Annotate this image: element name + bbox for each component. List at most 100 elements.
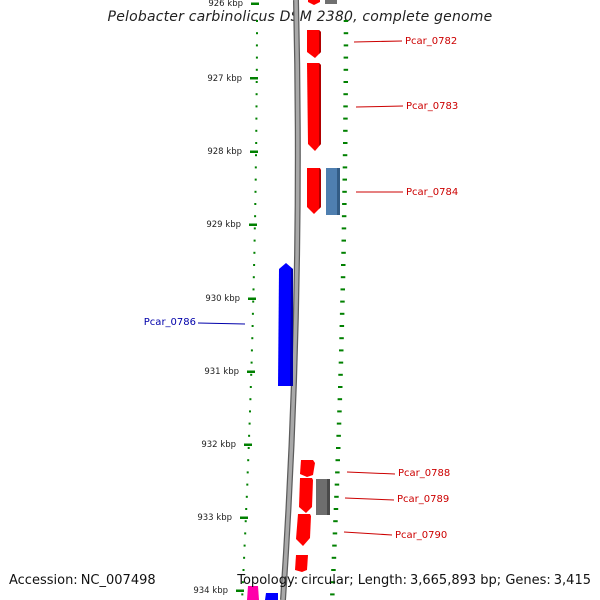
tick-926: 926 kbp <box>208 0 259 9</box>
gene-pcar-0784-shade <box>337 168 340 215</box>
guide-dash-l <box>254 190 257 193</box>
guide-dash-l <box>253 264 256 266</box>
tick-label-930: 930 kbp <box>205 294 240 304</box>
gene-pcar-0790[interactable] <box>296 514 311 546</box>
tick-label-932: 932 kbp <box>201 440 236 450</box>
gene-pcar-0783-shade <box>319 63 321 146</box>
gene-pcar-0782-shade <box>319 30 321 54</box>
callout-pcar-0786 <box>197 322 246 325</box>
guide-dash-l <box>256 32 258 35</box>
guide-dash-r <box>343 68 349 71</box>
gene-pcar-0789[interactable] <box>316 479 330 515</box>
callout-pcar-0789 <box>344 497 395 501</box>
gene-red-bottom[interactable] <box>295 555 308 572</box>
guide-dash-l <box>241 581 244 584</box>
guide-dash-r <box>340 300 345 303</box>
guide-dash-r <box>336 447 341 449</box>
gene-feature-grey-top[interactable] <box>325 0 337 4</box>
label-pcar-0790[interactable]: Pcar_0790 <box>395 530 447 541</box>
track-guides <box>241 20 349 596</box>
gene-blue-bottom[interactable] <box>265 593 278 600</box>
accession-value: NC_007498 <box>80 573 156 588</box>
gene-pcar-0784[interactable] <box>326 168 340 215</box>
guide-dash-r <box>341 264 346 266</box>
label-pcar-0789[interactable]: Pcar_0789 <box>397 494 449 505</box>
guide-dash-r <box>342 166 348 169</box>
guide-dash-l <box>253 239 256 242</box>
guide-dash-l <box>249 386 252 388</box>
length-value: 3,665,893 bp <box>409 573 497 588</box>
guide-dash-l <box>242 569 245 571</box>
guide-dash-l <box>247 459 250 462</box>
gene-pcar-0784-red[interactable] <box>307 168 321 214</box>
tick-label-927: 927 kbp <box>207 74 242 84</box>
callout-pcar-0782 <box>353 40 403 43</box>
guide-dash-r <box>335 471 340 474</box>
tick-932: 932 kbp <box>201 440 252 450</box>
guide-dash-r <box>338 386 343 388</box>
label-pcar-0782[interactable]: Pcar_0782 <box>405 36 457 47</box>
guide-dash-l <box>255 117 258 120</box>
label-pcar-0786[interactable]: Pcar_0786 <box>144 317 196 328</box>
tick-mark-932 <box>244 443 252 446</box>
tick-mark-930 <box>248 297 256 300</box>
guide-dash-l <box>247 447 250 449</box>
gene-pcar-0784-red-shade <box>319 168 321 209</box>
guide-dash-r <box>340 276 346 279</box>
gene-labels: Pcar_0782 Pcar_0783 Pcar_0784 Pcar_0786 … <box>144 36 458 541</box>
gene-pcar-0786[interactable] <box>278 263 293 386</box>
tick-mark-929 <box>249 223 257 226</box>
guide-dash-l <box>252 276 255 279</box>
guide-dash-r <box>341 215 347 218</box>
guide-dash-r <box>332 544 337 547</box>
guide-dash-l <box>251 337 254 340</box>
tick-mark-927 <box>250 77 258 80</box>
gene-red-0789-region[interactable] <box>299 478 313 513</box>
label-pcar-0784[interactable]: Pcar_0784 <box>406 187 458 198</box>
guide-dash-l <box>255 93 258 96</box>
tick-927: 927 kbp <box>207 74 258 84</box>
gene-feature-red-top[interactable] <box>308 0 320 5</box>
topology-label: Topology: <box>237 573 299 588</box>
guide-dash-r <box>334 483 340 486</box>
guide-dash-l <box>244 520 247 523</box>
gene-magenta-bottom[interactable] <box>247 586 259 600</box>
guide-dash-l <box>250 361 253 364</box>
guide-dash-l <box>254 166 257 169</box>
tick-mark-928 <box>250 150 258 153</box>
label-pcar-0783[interactable]: Pcar_0783 <box>406 101 458 112</box>
guide-dash-r <box>343 81 348 83</box>
guide-dash-l <box>256 20 258 22</box>
map-title: Pelobacter carbinolicus DSM 2380, comple… <box>107 9 493 25</box>
guide-dash-r <box>337 410 342 413</box>
guide-dash-l <box>244 532 247 535</box>
gene-pcar-0786-shade <box>290 268 293 386</box>
guide-dash-l <box>253 251 256 254</box>
tick-mark-931 <box>247 370 255 373</box>
guide-dash-r <box>343 93 348 96</box>
tick-label-931: 931 kbp <box>204 367 239 377</box>
callout-pcar-0790 <box>343 531 393 536</box>
guide-dash-l <box>245 495 248 498</box>
callout-pcar-0788 <box>346 471 396 475</box>
tick-label-933: 933 kbp <box>197 513 232 523</box>
guide-dash-r <box>343 32 349 35</box>
guide-dash-r <box>343 129 348 132</box>
guide-dash-r <box>339 349 344 352</box>
label-pcar-0788[interactable]: Pcar_0788 <box>398 468 450 479</box>
guide-dash-r <box>341 227 347 230</box>
guide-dash-r <box>331 556 337 559</box>
tick-mark-933 <box>240 516 248 519</box>
gene-pcar-0782[interactable] <box>307 30 321 58</box>
guide-dash-r <box>341 251 346 254</box>
gene-pcar-0788[interactable] <box>300 460 315 477</box>
guide-dash-l <box>241 593 244 596</box>
genome-backbone <box>281 0 300 600</box>
guide-dash-r <box>333 508 339 510</box>
accession-label: Accession: <box>9 573 78 588</box>
gene-pcar-0783[interactable] <box>307 63 321 151</box>
guide-dash-r <box>336 434 341 437</box>
guide-dash-r <box>342 178 347 181</box>
gene-features <box>247 0 340 600</box>
